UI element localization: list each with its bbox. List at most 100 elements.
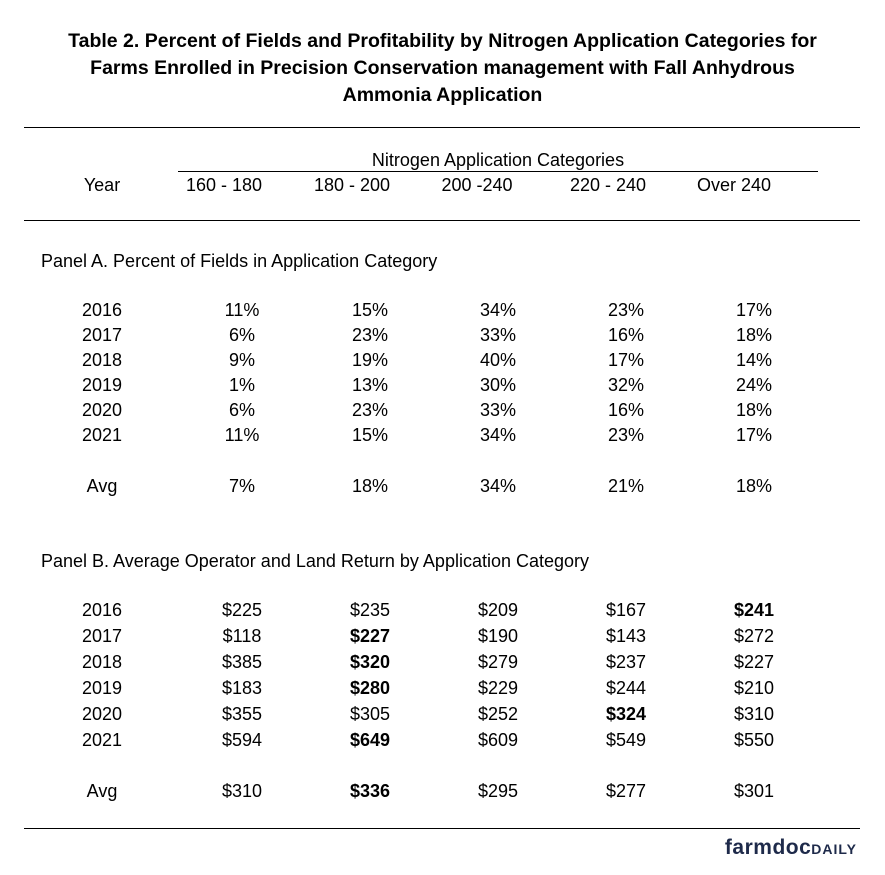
value-cell: 9% — [228, 350, 255, 370]
value-cell: $143 — [605, 626, 647, 646]
value-cell: 33% — [479, 400, 517, 420]
value-cell: 23% — [607, 300, 645, 320]
year-cell: Avg — [86, 781, 118, 801]
value-cell: 21% — [607, 476, 645, 496]
category-header-5: Over 240 — [696, 175, 772, 195]
table-row: 2019 1% 13% 30% 32% 24% — [0, 375, 885, 400]
table-row: 2020 $355 $305 $252 $324 $310 — [0, 704, 885, 729]
value-cell: $277 — [605, 781, 647, 801]
panel-a-title: Panel A. Percent of Fields in Applicatio… — [41, 251, 438, 271]
category-header-3: 200 -240 — [441, 175, 513, 195]
year-cell: 2017 — [81, 626, 123, 646]
value-cell: $310 — [733, 704, 775, 724]
value-cell: $385 — [221, 652, 263, 672]
logo-suffix-text: DAILY — [811, 841, 857, 857]
table-row: 2016 11% 15% 34% 23% 17% — [0, 300, 885, 325]
farmdoc-daily-logo: farmdocDAILY — [725, 836, 857, 860]
value-cell: $301 — [733, 781, 775, 801]
value-cell: 34% — [479, 425, 517, 445]
table-row: 2021 $594 $649 $609 $549 $550 — [0, 730, 885, 755]
value-cell: $225 — [221, 600, 263, 620]
value-cell: 11% — [224, 300, 260, 320]
category-group-rule — [178, 171, 818, 172]
table-row: 2020 6% 23% 33% 16% 18% — [0, 400, 885, 425]
table-title: Table 2. Percent of Fields and Profitabi… — [0, 28, 885, 109]
value-cell: $355 — [221, 704, 263, 724]
value-cell: $279 — [477, 652, 519, 672]
value-cell: $118 — [222, 626, 262, 646]
value-cell: $241 — [733, 600, 775, 620]
logo-main-text: farmdoc — [724, 836, 812, 859]
value-cell: 24% — [735, 375, 773, 395]
top-rule — [24, 127, 860, 128]
value-cell: 30% — [479, 375, 517, 395]
value-cell: $280 — [349, 678, 391, 698]
table-row: 2018 9% 19% 40% 17% 14% — [0, 350, 885, 375]
value-cell: $235 — [349, 600, 391, 620]
value-cell: 33% — [479, 325, 517, 345]
title-line-3: Ammonia Application — [342, 84, 543, 106]
value-cell: $237 — [605, 652, 647, 672]
value-cell: 17% — [607, 350, 645, 370]
title-line-2: Farms Enrolled in Precision Conservation… — [90, 57, 795, 79]
value-cell: $167 — [605, 600, 647, 620]
year-cell: 2016 — [81, 300, 123, 320]
table-row: 2019 $183 $280 $229 $244 $210 — [0, 678, 885, 703]
value-cell: $190 — [477, 626, 519, 646]
value-cell: $183 — [221, 678, 263, 698]
table-row: 2021 11% 15% 34% 23% 17% — [0, 425, 885, 450]
value-cell: $209 — [477, 600, 519, 620]
panel-b-title: Panel B. Average Operator and Land Retur… — [41, 551, 590, 571]
year-cell: 2020 — [81, 400, 123, 420]
value-cell: 17% — [735, 425, 773, 445]
bottom-rule — [24, 828, 860, 829]
value-cell: 18% — [735, 325, 773, 345]
year-cell: 2021 — [81, 730, 123, 750]
year-cell: Avg — [86, 476, 118, 496]
year-cell: 2017 — [81, 325, 123, 345]
table-row: 2017 6% 23% 33% 16% 18% — [0, 325, 885, 350]
title-line-1: Table 2. Percent of Fields and Profitabi… — [68, 30, 817, 52]
avg-row: Avg $310 $336 $295 $277 $301 — [0, 781, 885, 806]
value-cell: 7% — [228, 476, 255, 496]
value-cell: $594 — [221, 730, 263, 750]
category-header-1: 160 - 180 — [185, 175, 263, 195]
value-cell: $227 — [733, 652, 775, 672]
value-cell: 32% — [607, 375, 645, 395]
value-cell: $310 — [221, 781, 263, 801]
year-cell: 2019 — [81, 678, 123, 698]
value-cell: 16% — [607, 400, 645, 420]
category-header-4: 220 - 240 — [569, 175, 647, 195]
value-cell: 6% — [228, 400, 255, 420]
category-group-label: Nitrogen Application Categories — [371, 150, 625, 170]
value-cell: 18% — [735, 400, 773, 420]
year-cell: 2018 — [81, 350, 123, 370]
value-cell: $227 — [349, 626, 391, 646]
value-cell: $324 — [605, 704, 647, 724]
year-cell: 2020 — [81, 704, 123, 724]
value-cell: $649 — [349, 730, 391, 750]
table-row: 2016 $225 $235 $209 $167 $241 — [0, 600, 885, 625]
value-cell: 23% — [607, 425, 645, 445]
value-cell: 23% — [351, 400, 389, 420]
value-cell: $305 — [349, 704, 391, 724]
year-header: Year — [83, 175, 121, 195]
value-cell: $244 — [605, 678, 647, 698]
value-cell: 6% — [228, 325, 255, 345]
value-cell: $549 — [605, 730, 647, 750]
value-cell: 18% — [735, 476, 773, 496]
value-cell: $229 — [477, 678, 519, 698]
year-cell: 2019 — [81, 375, 123, 395]
value-cell: 15% — [351, 300, 389, 320]
value-cell: 16% — [607, 325, 645, 345]
year-cell: 2016 — [81, 600, 123, 620]
value-cell: $210 — [733, 678, 775, 698]
value-cell: 17% — [735, 300, 773, 320]
value-cell: $320 — [349, 652, 391, 672]
value-cell: $272 — [733, 626, 775, 646]
value-cell: $252 — [477, 704, 519, 724]
table-row: 2018 $385 $320 $279 $237 $227 — [0, 652, 885, 677]
value-cell: 19% — [351, 350, 389, 370]
value-cell: 40% — [479, 350, 517, 370]
category-header-2: 180 - 200 — [313, 175, 391, 195]
